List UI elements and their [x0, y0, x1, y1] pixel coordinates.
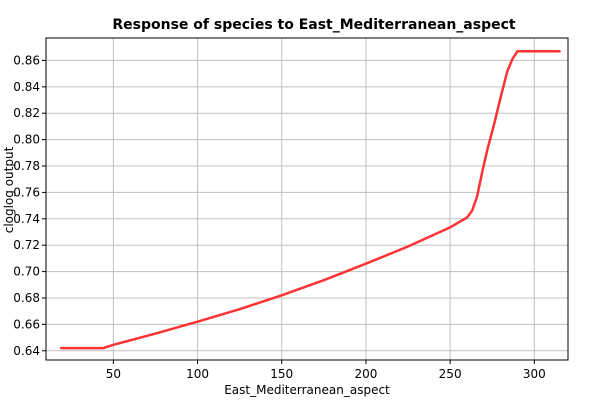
- plot-frame: [45, 37, 569, 361]
- y-tick-label: 0.68: [13, 291, 40, 305]
- x-tick-label: 250: [439, 367, 462, 381]
- y-tick-label: 0.78: [13, 159, 40, 173]
- chart-title: Response of species to East_Mediterranea…: [112, 17, 516, 33]
- y-tick-label: 0.76: [13, 185, 40, 199]
- x-tick-label: 100: [186, 367, 209, 381]
- axes: [42, 37, 569, 364]
- y-tick-label: 0.66: [13, 317, 40, 331]
- y-axis-label: cloglog output: [2, 146, 16, 233]
- x-tick-label: 50: [106, 367, 121, 381]
- y-tick-label: 0.74: [13, 212, 40, 226]
- y-tick-label: 0.72: [13, 238, 40, 252]
- y-tick-label: 0.64: [13, 344, 40, 358]
- tick-labels: 50 100 150 200 250 300 0.64 0.66 0.68 0.70 0.72 0.7…: [13, 53, 545, 381]
- series-layer: [59, 49, 561, 350]
- grid-lines: [46, 38, 568, 360]
- response-curve-line: [59, 49, 561, 350]
- x-tick-label: 300: [523, 367, 546, 381]
- y-tick-label: 0.70: [13, 265, 40, 279]
- plot-area: [46, 38, 568, 360]
- x-tick-label: 150: [270, 367, 293, 381]
- x-axis-label: East_Mediterranean_aspect: [224, 383, 390, 397]
- y-tick-label: 0.82: [13, 106, 40, 120]
- y-tick-label: 0.84: [13, 80, 40, 94]
- y-tick-label: 0.80: [13, 133, 40, 147]
- y-tick-label: 0.86: [13, 53, 40, 67]
- x-tick-label: 200: [354, 367, 377, 381]
